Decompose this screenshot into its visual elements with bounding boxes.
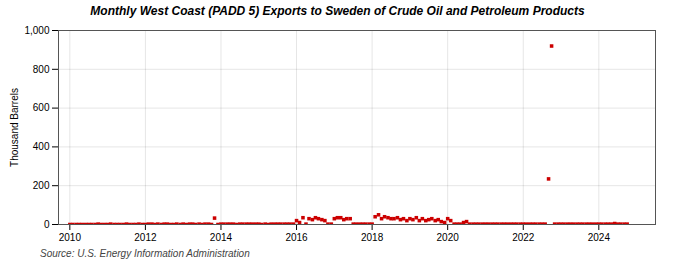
svg-text:400: 400 — [33, 141, 50, 152]
svg-text:200: 200 — [33, 180, 50, 191]
svg-text:2018: 2018 — [361, 232, 384, 243]
svg-text:2022: 2022 — [512, 232, 535, 243]
svg-text:2012: 2012 — [134, 232, 157, 243]
svg-text:2010: 2010 — [59, 232, 82, 243]
svg-text:2020: 2020 — [437, 232, 460, 243]
svg-text:2024: 2024 — [588, 232, 611, 243]
svg-text:800: 800 — [33, 64, 50, 75]
html-text:Source: U.S. Energy Informatio: Source: U.S. Energy Information Administ… — [40, 248, 250, 259]
svg-text:1,000: 1,000 — [24, 25, 49, 36]
svg-text:0: 0 — [44, 219, 50, 230]
svg-text:600: 600 — [33, 102, 50, 113]
html-text:Monthly West Coast (PADD 5) Ex: Monthly West Coast (PADD 5) Exports to S… — [90, 4, 585, 18]
svg-text:2016: 2016 — [285, 232, 308, 243]
svg-text:2014: 2014 — [210, 232, 233, 243]
svg-text:Thousand Barrels: Thousand Barrels — [9, 88, 20, 167]
